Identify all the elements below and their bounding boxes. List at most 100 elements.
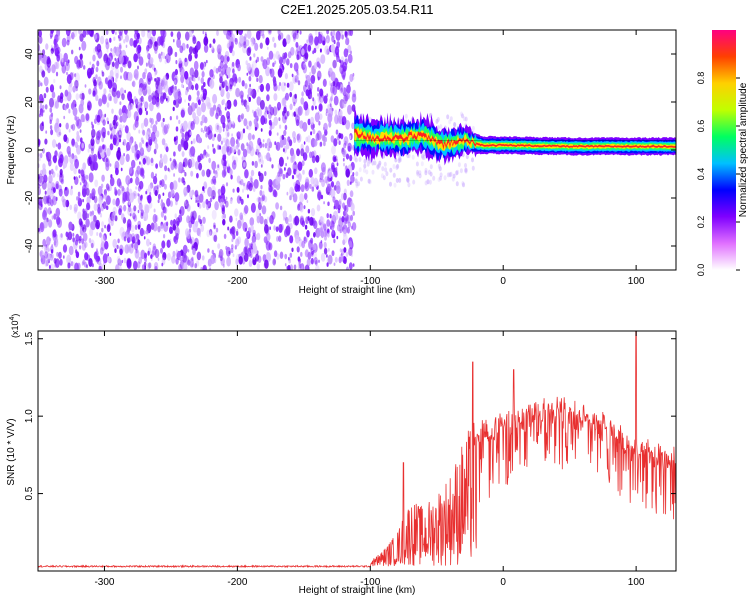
spectrogram-noise-dot [178, 177, 181, 183]
spectrogram-noise-dot [163, 124, 169, 135]
spectrogram-noise-dot [328, 170, 332, 178]
spectrogram-noise-dot [73, 167, 77, 175]
spectrogram-noise-dot [89, 193, 93, 199]
spectrogram-noise-dot [214, 133, 217, 138]
spectrogram-noise-dot [127, 183, 130, 187]
spectrogram-noise-dot [313, 47, 317, 54]
spectrogram-noise-dot [95, 74, 98, 79]
spectrogram-noise-dot [173, 173, 176, 177]
spectrogram-noise-dot [222, 81, 226, 88]
spectrogram-noise-dot [266, 216, 269, 221]
spectrogram-noise-dot [242, 148, 248, 158]
spectrogram-noise-dot [73, 176, 76, 180]
spectrogram-noise-dot [116, 62, 119, 66]
spectrogram-noise-dot [68, 128, 71, 133]
spectrogram-noise-dot [304, 224, 308, 230]
spectrogram-noise-dot [82, 232, 88, 242]
spectrogram-noise-dot [330, 83, 333, 87]
spectrogram-noise-dot [152, 124, 158, 134]
spectrogram-noise-dot [289, 147, 295, 157]
spectrogram-noise-dot [295, 234, 300, 244]
spectrogram-noise-dot [79, 53, 83, 60]
spectrogram-noise-dot [262, 143, 265, 148]
spectrogram-noise-dot [192, 112, 197, 120]
spectrogram-noise-dot [188, 94, 192, 102]
spectrogram-noise-dot [312, 123, 315, 129]
spectrogram-noise-dot [213, 66, 217, 73]
spectrogram-noise-dot [136, 233, 140, 241]
spectrogram-noise-dot [56, 216, 61, 225]
spectrogram-noise-dot [350, 174, 355, 184]
spectrogram-noise-dot [359, 176, 363, 182]
spectrogram-noise-dot [358, 157, 362, 162]
spectrogram-noise-dot [208, 157, 211, 164]
spectrogram-noise-dot [42, 163, 46, 171]
spectrogram-noise-dot [303, 237, 307, 244]
spectrogram-noise-dot [244, 83, 248, 90]
spectrogram-noise-dot [62, 255, 65, 259]
spectrogram-noise-dot [406, 177, 410, 183]
spectrogram-noise-dot [343, 94, 348, 105]
spectrogram-noise-dot [303, 141, 306, 145]
spectrogram-noise-dot [342, 74, 346, 81]
spectrogram-noise-dot [217, 103, 222, 113]
spectrogram-noise-dot [210, 254, 216, 265]
spectrogram-noise-dot [347, 53, 353, 64]
spectrogram-noise-dot [284, 116, 287, 120]
spectrogram-noise-dot [306, 230, 310, 238]
spectrogram-noise-dot [357, 181, 361, 187]
spectrogram-noise-dot [229, 215, 233, 223]
spectrogram-noise-dot [278, 82, 282, 87]
spectrogram-noise-dot [48, 265, 51, 269]
spectrogram-noise-dot [168, 86, 173, 96]
spectrogram-noise-dot [57, 34, 61, 41]
spectrogram-noise-dot [119, 226, 125, 237]
spectrogram-noise-dot [300, 217, 304, 226]
snr-frame [37, 330, 677, 572]
spectrogram-noise-dot [446, 172, 450, 178]
spectrogram-noise-dot [147, 194, 152, 204]
spectrogram-noise-dot [305, 89, 310, 97]
spectrogram-noise-dot [464, 116, 468, 122]
spectrogram-noise-dot [256, 77, 259, 82]
spectrogram-noise-dot [127, 56, 129, 62]
spectrogram-noise-dot [106, 147, 111, 157]
spectrogram-noise-dot [282, 113, 287, 124]
snr-y-tick-label: 1.5 [24, 331, 35, 345]
spectrogram-noise-dot [101, 71, 105, 77]
spectrogram-noise-dot [165, 53, 171, 64]
spectrogram-noise-dot [187, 249, 190, 253]
spectrogram-noise-dot [331, 93, 334, 97]
spectrogram-noise-dot [117, 265, 123, 270]
spectrogram-noise-dot [217, 164, 220, 168]
spectrogram-noise-dot [298, 264, 304, 270]
spectrogram-noise-dot [451, 176, 455, 182]
spectrogram-noise-dot [284, 82, 286, 86]
spectrogram-noise-dot [224, 80, 228, 87]
spectrogram-noise-dot [292, 193, 298, 203]
spectrogram-noise-dot [381, 166, 385, 172]
spectrogram-noise-dot [197, 99, 201, 106]
spectrogram-noise-dot [179, 256, 182, 262]
spectrogram-noise-dot [67, 262, 71, 269]
spectrogram-noise-dot [51, 215, 54, 220]
spectrogram-noise-dot [152, 243, 156, 251]
spectrogram-noise-dot [142, 129, 146, 136]
spectrogram-noise-dot [243, 99, 248, 107]
spectrogram-noise-dot [331, 229, 335, 235]
spectrogram-noise-dot [194, 69, 199, 79]
spectrogram-noise-dot [113, 36, 116, 41]
spectrogram-noise-dot [272, 189, 277, 197]
snr-x-tick-label: -100 [360, 577, 380, 588]
spectrogram-noise-dot [85, 113, 90, 121]
spectrogram-noise-dot [229, 228, 233, 234]
spectrogram-noise-dot [222, 122, 226, 129]
spectrogram-noise-dot [277, 85, 281, 91]
spectrogram-noise-dot [200, 94, 204, 101]
spectrogram-noise-dot [285, 92, 289, 101]
spectrogram-noise-dot [194, 189, 199, 198]
spectrogram-noise-dot [224, 106, 227, 111]
spectrogram-noise-dot [123, 236, 127, 242]
spectrogram-noise-dot [127, 60, 132, 69]
spectrogram-noise-dot [105, 41, 110, 50]
